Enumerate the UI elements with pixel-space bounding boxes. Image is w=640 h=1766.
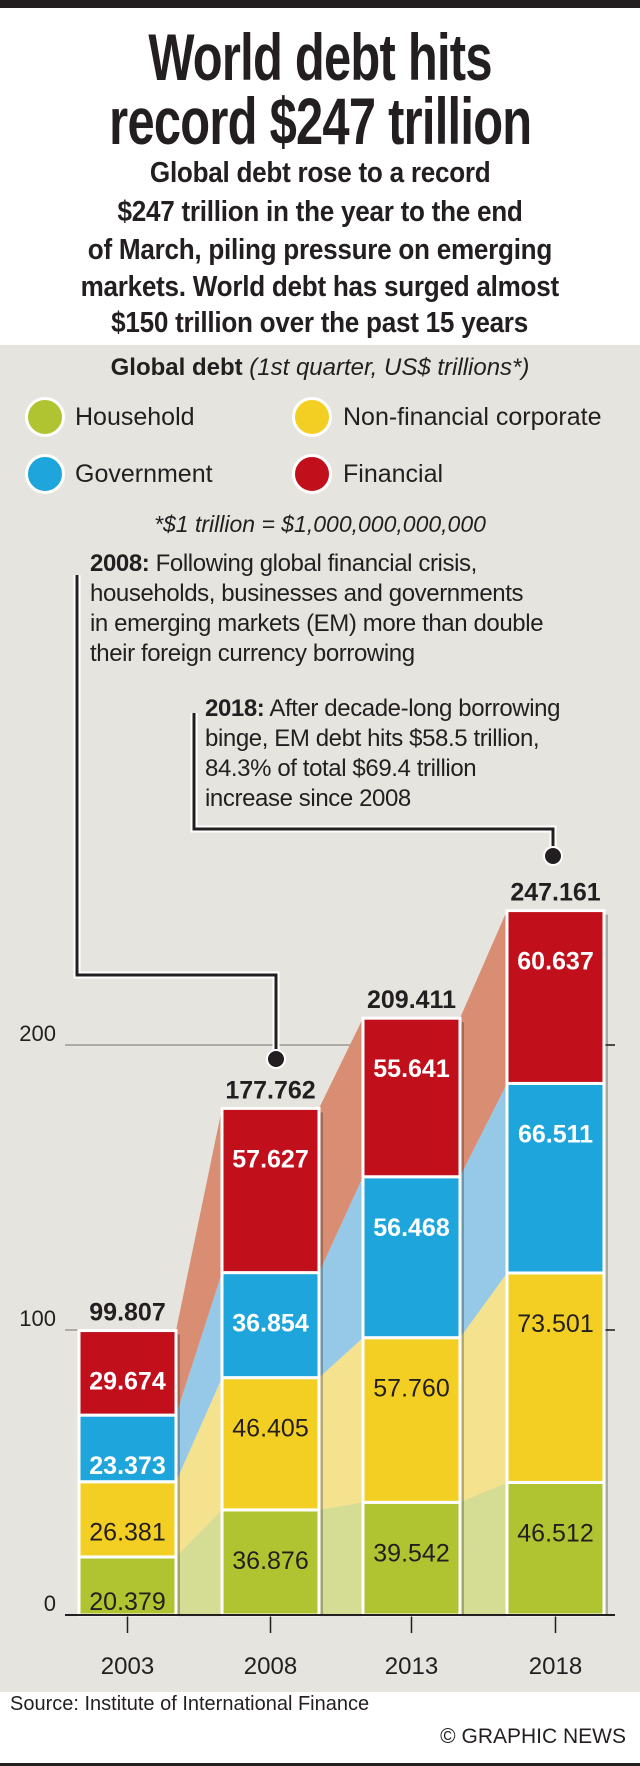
bar-total-label: 99.807 <box>89 1299 165 1327</box>
bar-segment-household <box>505 1480 606 1617</box>
annotation-2008-dot <box>266 1049 286 1069</box>
segment-value-label: 36.854 <box>232 1310 309 1338</box>
bar-segment-financial <box>220 1106 321 1275</box>
annotation-2008-line: 2008: Following global financial crisis, <box>90 550 477 577</box>
y-tick-label: 100 <box>19 1306 56 1331</box>
ribbon-household <box>319 1502 363 1615</box>
annotation-2008-line: households, businesses and governments <box>90 580 524 607</box>
copyright: © GRAPHIC NEWS <box>440 1725 626 1748</box>
segment-value-label: 46.512 <box>517 1519 593 1547</box>
legend-label-household: Household <box>75 403 195 431</box>
bar-total-label: 209.411 <box>367 986 456 1014</box>
bar-segment-government <box>220 1271 321 1380</box>
legend-swatch-corporate <box>292 397 332 437</box>
legend-label-financial: Financial <box>343 460 444 488</box>
bottom-rule <box>0 1763 640 1766</box>
legend-title-units: (1st quarter, US$ trillions*) <box>249 354 530 381</box>
legend-title-bold: Global debt <box>110 354 243 381</box>
segment-value-label: 20.379 <box>89 1588 165 1616</box>
headline-line-1: World debt hits <box>148 20 492 94</box>
x-tick-label: 2008 <box>244 1653 297 1680</box>
annotation-2018-leader-line <box>192 713 555 852</box>
source-credit: Source: Institute of International Finan… <box>10 1693 370 1715</box>
subtitle-line: $247 trillion in the year to the end <box>117 196 523 228</box>
annotation-2008-year: 2008: <box>90 550 150 577</box>
subtitle-line: $150 trillion over the past 15 years <box>111 307 529 339</box>
segment-value-label: 36.876 <box>232 1547 308 1575</box>
subtitle-line: markets. World debt has surged almost <box>80 271 560 303</box>
segment-value-label: 73.501 <box>517 1310 593 1338</box>
annotation-2018-year: 2018: <box>205 695 265 722</box>
legend-swatch-household <box>25 397 65 437</box>
segment-value-label: 66.511 <box>518 1120 593 1148</box>
ribbon-financial <box>319 1018 363 1273</box>
segment-value-label: 39.542 <box>373 1539 449 1567</box>
segment-value-label: 57.627 <box>232 1145 308 1173</box>
bar-segment-financial <box>361 1016 462 1179</box>
y-tick-label: 200 <box>19 1021 56 1046</box>
segment-value-label: 56.468 <box>373 1214 450 1242</box>
legend-title: Global debt (1st quarter, US$ trillions*… <box>0 353 640 383</box>
x-tick-label: 2003 <box>101 1653 154 1680</box>
bar-segment-financial <box>77 1329 178 1417</box>
annotation-2018-line: 84.3% of total $69.4 trillion <box>205 755 477 782</box>
annotation-2018-line: 2018: After decade-long borrowing <box>205 695 561 722</box>
bar-segment-non-financial-corporate <box>220 1376 321 1512</box>
segment-value-label: 23.373 <box>89 1452 165 1480</box>
segment-value-label: 46.405 <box>232 1415 308 1443</box>
bar-segment-government <box>361 1175 462 1340</box>
headline-line-2: record $247 trillion <box>108 84 532 158</box>
top-rule <box>0 0 640 8</box>
bar-segment-non-financial-corporate <box>361 1336 462 1504</box>
segment-value-label: 26.381 <box>89 1519 165 1547</box>
x-tick-label: 2018 <box>529 1653 582 1680</box>
subtitle-line: Global debt rose to a record <box>149 157 491 189</box>
annotation-2008-line: their foreign currency borrowing <box>90 640 415 667</box>
ribbon-financial <box>176 1108 222 1416</box>
annotation-2018-line: binge, EM debt hits $58.5 trillion, <box>205 725 540 752</box>
bar-segment-financial <box>505 909 606 1085</box>
bar-total-label: 177.762 <box>225 1076 315 1104</box>
segment-value-label: 29.674 <box>89 1368 166 1396</box>
bar-segment-government <box>505 1081 606 1275</box>
legend-label-government: Government <box>75 460 213 488</box>
segment-value-label: 60.637 <box>517 948 593 976</box>
ribbon-government <box>176 1272 222 1482</box>
subtitle-line: of March, piling pressure on emerging <box>87 234 553 266</box>
footnote: *$1 trillion = $1,000,000,000,000 <box>154 511 486 537</box>
ribbon-government <box>319 1176 363 1378</box>
ribbon-non-financial-corporate <box>319 1337 363 1510</box>
segment-value-label: 57.760 <box>373 1375 449 1403</box>
annotation-2018-line: increase since 2008 <box>205 785 411 812</box>
ribbon-household <box>176 1509 222 1615</box>
x-tick-label: 2013 <box>385 1653 438 1680</box>
ribbon-financial <box>460 910 507 1177</box>
y-tick-label: 0 <box>44 1591 56 1616</box>
ribbon-non-financial-corporate <box>176 1377 222 1557</box>
annotation-2008-line: in emerging markets (EM) more than doubl… <box>90 610 544 637</box>
legend-swatch-government <box>25 454 65 494</box>
annotation-2018-dot <box>543 846 563 866</box>
legend-label-corporate: Non-financial corporate <box>343 403 602 431</box>
bar-segment-government <box>77 1413 178 1484</box>
ribbon-household <box>460 1482 507 1615</box>
ribbon-non-financial-corporate <box>460 1272 507 1503</box>
segment-value-label: 55.641 <box>373 1055 450 1083</box>
bar-segment-household <box>77 1555 178 1617</box>
annotation-2008-leader-line <box>75 575 278 1055</box>
ribbon-government <box>460 1083 507 1338</box>
legend-swatch-financial <box>292 454 332 494</box>
bar-segment-non-financial-corporate <box>505 1271 606 1484</box>
bar-total-label: 247.161 <box>510 879 600 907</box>
